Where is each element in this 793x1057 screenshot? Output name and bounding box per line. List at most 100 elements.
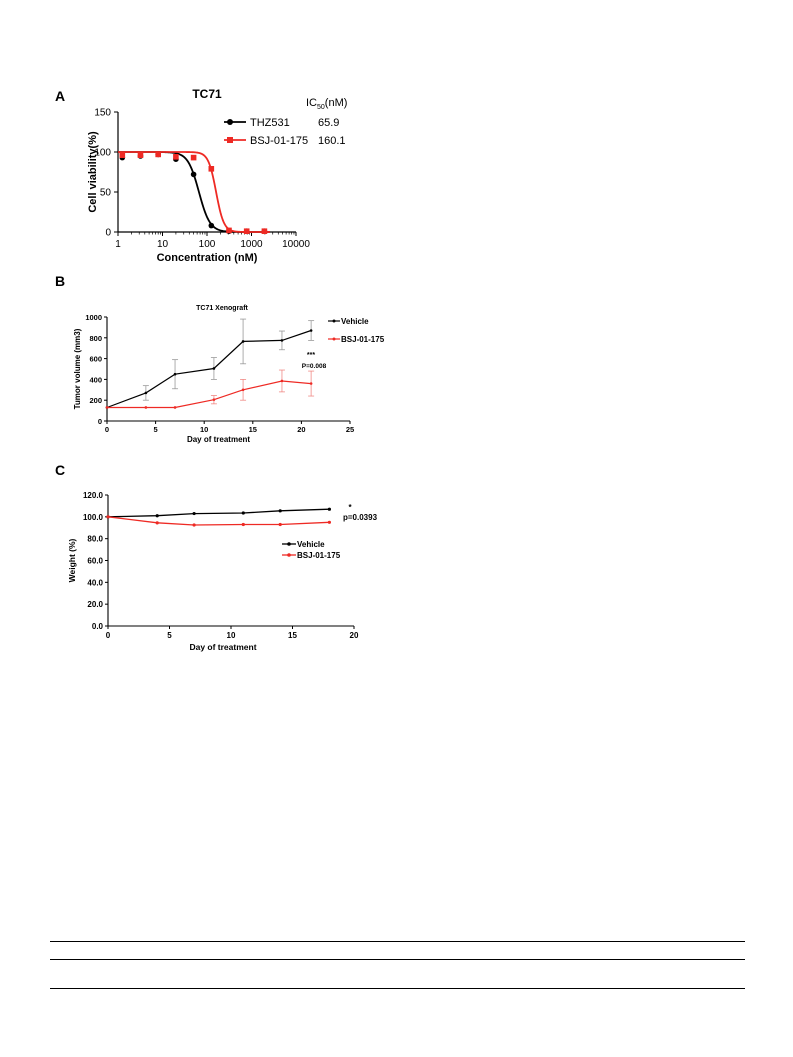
x-tick-label-c: 5 (167, 631, 172, 640)
legend-ic50-bsj-01-175: 160.1 (318, 135, 346, 147)
chart-b-tumor-volume: 0 200 400 600 800 1000 0 5 10 15 20 25 Day of treatm… (73, 305, 385, 444)
y-tick-label-b: 1000 (85, 313, 102, 322)
y-tick-label-b: 800 (89, 334, 102, 343)
legend-marker-bsj-01-175 (287, 553, 291, 557)
x-tick-label-b: 20 (297, 425, 305, 434)
data-point-vehicle (212, 367, 216, 370)
y-tick-label-a: 100 (94, 148, 111, 159)
panel-letter-a: A (55, 88, 66, 104)
series-line-bsj-01-175 (107, 516, 330, 526)
x-axis-label-a: Concentration (nM) (157, 252, 258, 264)
data-point-bsj-01-175 (278, 522, 282, 527)
data-point-bsj-01-175 (280, 379, 284, 383)
y-tick-label-b: 400 (89, 375, 102, 384)
data-point-bsj-01-175 (144, 406, 148, 409)
data-point-vehicle (155, 514, 159, 518)
y-axis-label-c: Weight (%) (67, 538, 77, 582)
y-tick-label-a: 50 (100, 188, 112, 199)
y-tick-label-c: 0.0 (92, 622, 104, 631)
legend-ic50-thz531: 65.9 (318, 117, 339, 129)
data-point-vehicle (173, 372, 177, 376)
significance-stars-c: * (348, 503, 352, 512)
chart-c-weight: 0.0 20.0 40.0 60.0 80.0 100.0 120.0 0 5 10 15 20 Day… (67, 491, 378, 652)
data-point-bsj-01-175 (261, 228, 268, 234)
chart-a-viability: 0 50 100 150 1 10 100 1000 10000 Concentration (n… (87, 87, 347, 264)
data-point-vehicle (280, 339, 284, 342)
x-tick-label-b: 10 (200, 425, 208, 434)
data-point-bsj-01-175 (241, 522, 245, 527)
data-point-vehicle (241, 511, 245, 515)
data-point-bsj-01-175 (208, 166, 215, 172)
x-tick-label-c: 20 (350, 631, 359, 640)
data-point-thz531 (190, 171, 197, 178)
significance-stars-b: *** (307, 352, 315, 359)
y-tick-label-c: 40.0 (87, 578, 103, 587)
y-tick-label-c: 100.0 (83, 513, 104, 522)
legend-label-bsj-01-175: BSJ-01-175 (250, 135, 308, 147)
x-tick-label-b: 25 (346, 425, 354, 434)
data-point-bsj-01-175 (105, 406, 109, 409)
data-point-vehicle (278, 509, 282, 513)
x-tick-label-c: 0 (106, 631, 111, 640)
legend-marker-bsj-01-175 (332, 337, 336, 341)
data-point-bsj-01-175 (192, 523, 196, 527)
panel-letter-b: B (55, 273, 66, 289)
data-point-vehicle (241, 340, 245, 343)
x-tick-label-a: 100 (199, 239, 216, 250)
y-axis-label-b: Tumor volume (mm3) (73, 328, 82, 409)
y-axis-label-a: Cell viability(%) (87, 131, 99, 213)
divider-bottom (50, 988, 745, 989)
data-point-vehicle (309, 329, 313, 332)
y-tick-label-c: 20.0 (87, 600, 103, 609)
y-tick-label-c: 60.0 (87, 557, 103, 566)
data-point-bsj-01-175 (173, 406, 177, 409)
data-point-bsj-01-175 (212, 398, 216, 401)
data-point-bsj-01-175 (173, 154, 179, 160)
x-tick-label-c: 10 (227, 631, 236, 640)
data-point-bsj-01-175 (119, 152, 126, 158)
y-tick-label-b: 0 (98, 417, 102, 426)
legend-label-vehicle: Vehicle (341, 317, 369, 326)
panel-letter-c: C (55, 462, 66, 478)
legend-label-bsj-01-175: BSJ-01-175 (297, 551, 341, 560)
x-tick-label-c: 15 (288, 631, 297, 640)
legend-marker-vehicle (287, 542, 291, 546)
legend-label-vehicle: Vehicle (297, 540, 325, 549)
legend-marker-bsj-01-175 (227, 137, 233, 143)
y-tick-label-c: 120.0 (83, 491, 104, 500)
data-point-bsj-01-175 (106, 515, 110, 519)
divider-top (50, 941, 745, 942)
data-point-bsj-01-175 (190, 154, 197, 161)
x-tick-label-a: 10 (157, 239, 169, 250)
x-tick-label-a: 10000 (282, 239, 310, 250)
data-point-bsj-01-175 (155, 151, 161, 158)
y-tick-label-a: 0 (105, 228, 111, 239)
data-point-thz531 (208, 222, 215, 229)
x-axis-label-c: Day of treatment (189, 642, 256, 652)
series-line-vehicle (107, 508, 330, 518)
x-tick-label-a: 1 (115, 239, 121, 250)
y-tick-label-b: 600 (89, 355, 102, 364)
data-point-bsj-01-175 (243, 228, 250, 234)
legend-marker-thz531 (227, 119, 233, 125)
p-value-b: P=0.008 (302, 363, 327, 370)
y-tick-label-a: 150 (94, 108, 111, 119)
y-tick-label-b: 200 (89, 396, 102, 405)
x-tick-label-b: 15 (249, 425, 257, 434)
data-point-vehicle (327, 507, 331, 511)
legend-marker-vehicle (332, 319, 336, 323)
x-tick-label-b: 5 (154, 425, 158, 434)
data-point-bsj-01-175 (155, 521, 159, 525)
data-point-bsj-01-175 (309, 382, 313, 385)
data-point-vehicle (144, 391, 148, 395)
y-tick-label-c: 80.0 (87, 535, 103, 544)
data-point-bsj-01-175 (241, 388, 245, 392)
data-point-bsj-01-175 (226, 227, 232, 234)
divider-middle (50, 959, 745, 960)
legend-label-bsj-01-175: BSJ-01-175 (341, 335, 385, 344)
p-value-c: p=0.0393 (343, 513, 378, 522)
legend-ic50-header: IC50(nM) (306, 97, 347, 111)
chart-title-b: TC71 Xenograft (196, 305, 248, 312)
chart-title-a: TC71 (192, 87, 222, 101)
x-axis-label-b: Day of treatment (187, 435, 250, 444)
